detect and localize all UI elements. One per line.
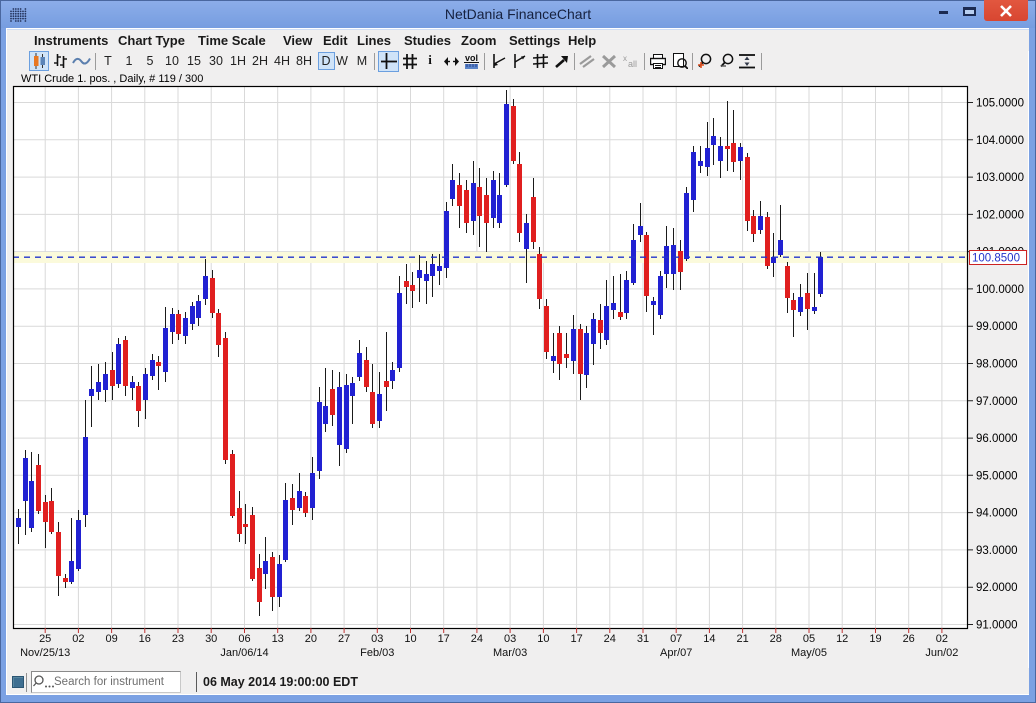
svg-text:Apr/07: Apr/07 bbox=[660, 647, 692, 659]
svg-text:96.0000: 96.0000 bbox=[976, 433, 1018, 445]
svg-text:31: 31 bbox=[637, 633, 649, 645]
svg-text:100.0000: 100.0000 bbox=[976, 284, 1024, 296]
svg-text:19: 19 bbox=[869, 633, 881, 645]
svg-text:13: 13 bbox=[272, 633, 284, 645]
svg-text:02: 02 bbox=[936, 633, 948, 645]
svg-text:14: 14 bbox=[703, 633, 715, 645]
svg-text:09: 09 bbox=[105, 633, 117, 645]
svg-text:12: 12 bbox=[836, 633, 848, 645]
svg-text:06: 06 bbox=[238, 633, 250, 645]
svg-text:93.0000: 93.0000 bbox=[976, 545, 1018, 557]
svg-text:10: 10 bbox=[404, 633, 416, 645]
svg-text:97.0000: 97.0000 bbox=[976, 396, 1018, 408]
svg-text:95.0000: 95.0000 bbox=[976, 470, 1018, 482]
svg-text:98.0000: 98.0000 bbox=[976, 359, 1018, 371]
svg-text:16: 16 bbox=[139, 633, 151, 645]
svg-text:Feb/03: Feb/03 bbox=[360, 647, 394, 659]
svg-text:May/05: May/05 bbox=[791, 647, 827, 659]
svg-text:17: 17 bbox=[438, 633, 450, 645]
svg-text:23: 23 bbox=[172, 633, 184, 645]
svg-text:91.0000: 91.0000 bbox=[976, 620, 1018, 632]
svg-text:24: 24 bbox=[604, 633, 616, 645]
svg-text:28: 28 bbox=[770, 633, 782, 645]
svg-text:Jun/02: Jun/02 bbox=[925, 647, 958, 659]
svg-text:Mar/03: Mar/03 bbox=[493, 647, 527, 659]
svg-text:103.0000: 103.0000 bbox=[976, 172, 1024, 184]
svg-text:20: 20 bbox=[305, 633, 317, 645]
svg-text:05: 05 bbox=[803, 633, 815, 645]
svg-text:30: 30 bbox=[205, 633, 217, 645]
svg-text:02: 02 bbox=[72, 633, 84, 645]
svg-text:27: 27 bbox=[338, 633, 350, 645]
svg-text:Jan/06/14: Jan/06/14 bbox=[220, 647, 268, 659]
svg-text:94.0000: 94.0000 bbox=[976, 508, 1018, 520]
svg-text:10: 10 bbox=[537, 633, 549, 645]
svg-text:104.0000: 104.0000 bbox=[976, 135, 1024, 147]
svg-text:21: 21 bbox=[736, 633, 748, 645]
svg-text:102.0000: 102.0000 bbox=[976, 209, 1024, 221]
svg-text:105.0000: 105.0000 bbox=[976, 98, 1024, 110]
svg-text:99.0000: 99.0000 bbox=[976, 321, 1018, 333]
svg-text:Nov/25/13: Nov/25/13 bbox=[20, 647, 70, 659]
svg-text:26: 26 bbox=[903, 633, 915, 645]
svg-text:24: 24 bbox=[471, 633, 483, 645]
svg-text:03: 03 bbox=[371, 633, 383, 645]
svg-text:07: 07 bbox=[670, 633, 682, 645]
svg-text:25: 25 bbox=[39, 633, 51, 645]
svg-text:100.8500: 100.8500 bbox=[972, 253, 1020, 265]
svg-text:17: 17 bbox=[570, 633, 582, 645]
svg-text:92.0000: 92.0000 bbox=[976, 582, 1018, 594]
svg-text:03: 03 bbox=[504, 633, 516, 645]
